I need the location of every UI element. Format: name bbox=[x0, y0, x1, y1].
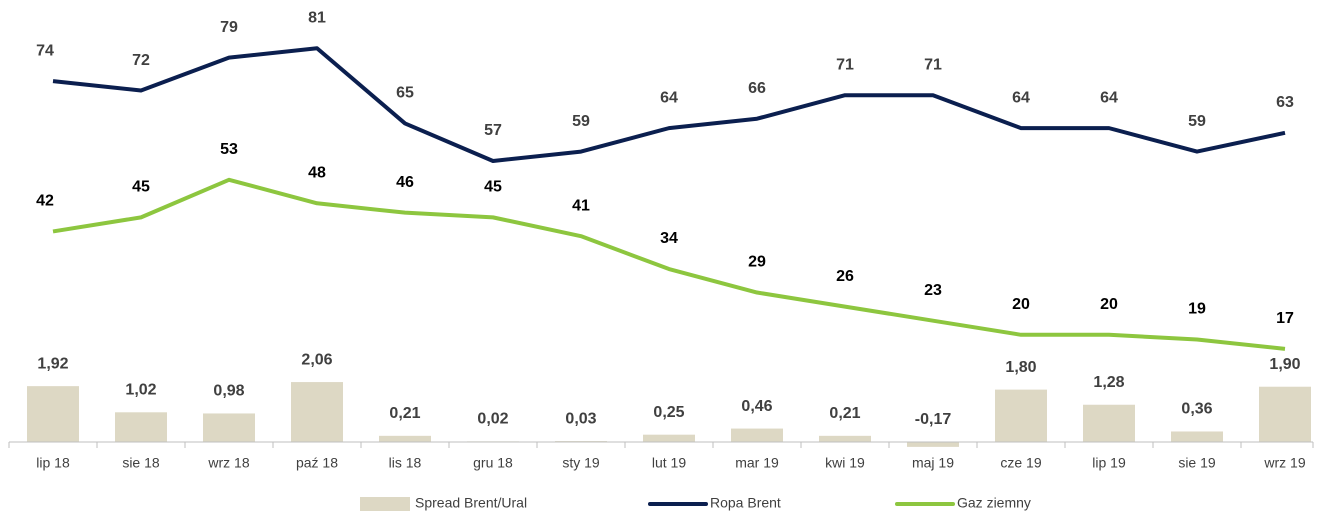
data-label: 42 bbox=[36, 193, 54, 210]
bar bbox=[819, 435, 871, 442]
data-label: 71 bbox=[924, 56, 942, 73]
data-label: 20 bbox=[1012, 296, 1030, 313]
data-label: 2,06 bbox=[301, 351, 332, 368]
line bbox=[52, 177, 1286, 351]
data-label: 0,03 bbox=[565, 410, 596, 427]
data-label: 59 bbox=[572, 113, 590, 130]
x-tick-label: sty 19 bbox=[562, 455, 600, 471]
data-label: 41 bbox=[572, 197, 590, 214]
data-label: 29 bbox=[748, 254, 766, 271]
data-label: 72 bbox=[132, 52, 150, 69]
data-label: 48 bbox=[308, 164, 326, 181]
legend-label: Ropa Brent bbox=[710, 495, 781, 511]
bar bbox=[379, 435, 431, 442]
bar bbox=[907, 441, 959, 447]
data-label: 0,02 bbox=[477, 411, 508, 428]
data-label: 79 bbox=[220, 19, 238, 36]
bar bbox=[1171, 431, 1223, 442]
x-tick-label: paź 18 bbox=[296, 455, 338, 471]
bar bbox=[643, 434, 695, 442]
x-tick-label: sie 19 bbox=[1178, 455, 1216, 471]
data-label: 65 bbox=[396, 85, 414, 102]
x-tick-label: kwi 19 bbox=[825, 455, 865, 471]
x-tick-label: sie 18 bbox=[122, 455, 160, 471]
x-tick-label: lut 19 bbox=[652, 455, 686, 471]
data-label: 71 bbox=[836, 56, 854, 73]
x-tick-label: mar 19 bbox=[735, 455, 779, 471]
data-label: 0,21 bbox=[389, 405, 420, 422]
x-tick-label: lis 18 bbox=[389, 455, 422, 471]
data-label: 23 bbox=[924, 282, 942, 299]
bar bbox=[27, 386, 79, 442]
x-tick-label: cze 19 bbox=[1000, 455, 1041, 471]
x-tick-label: wrz 18 bbox=[207, 455, 249, 471]
data-label: 17 bbox=[1276, 310, 1294, 327]
x-tick-label: lip 18 bbox=[36, 455, 70, 471]
data-label: 81 bbox=[308, 9, 326, 26]
x-tick-label: gru 18 bbox=[473, 455, 513, 471]
data-label: 63 bbox=[1276, 94, 1294, 111]
data-label: 45 bbox=[132, 179, 150, 196]
legend-label: Gaz ziemny bbox=[957, 495, 1031, 511]
data-label: 57 bbox=[484, 122, 502, 139]
data-label: 0,25 bbox=[653, 404, 684, 421]
x-tick-label: lip 19 bbox=[1092, 455, 1126, 471]
x-tick-label: wrz 19 bbox=[1263, 455, 1305, 471]
data-label: 0,36 bbox=[1181, 401, 1212, 418]
data-label: 74 bbox=[36, 42, 54, 59]
data-label: 64 bbox=[1012, 89, 1030, 106]
bar bbox=[1083, 404, 1135, 442]
bar bbox=[1259, 386, 1311, 442]
bar bbox=[203, 413, 255, 442]
data-label: 64 bbox=[660, 89, 678, 106]
data-label: 46 bbox=[396, 174, 414, 191]
data-label: 66 bbox=[748, 80, 766, 97]
data-label: 1,80 bbox=[1005, 359, 1036, 376]
data-label: 53 bbox=[220, 141, 238, 158]
data-label: 34 bbox=[660, 230, 678, 247]
data-label: 19 bbox=[1188, 301, 1206, 318]
data-label: 26 bbox=[836, 268, 854, 285]
data-label: 0,21 bbox=[829, 405, 860, 422]
legend-label: Spread Brent/Ural bbox=[415, 495, 527, 511]
data-label: 1,92 bbox=[37, 355, 68, 372]
bar bbox=[291, 382, 343, 442]
x-tick-label: maj 19 bbox=[912, 455, 954, 471]
data-label: -0,17 bbox=[915, 411, 952, 428]
bar bbox=[995, 389, 1047, 442]
data-label: 0,46 bbox=[741, 398, 772, 415]
data-label: 20 bbox=[1100, 296, 1118, 313]
data-label: 1,90 bbox=[1269, 356, 1300, 373]
line bbox=[52, 46, 1286, 163]
legend-swatch bbox=[360, 497, 410, 511]
data-label: 1,28 bbox=[1093, 374, 1124, 391]
bar bbox=[731, 428, 783, 442]
data-label: 64 bbox=[1100, 89, 1118, 106]
data-label: 45 bbox=[484, 179, 502, 196]
data-label: 59 bbox=[1188, 113, 1206, 130]
data-label: 1,02 bbox=[125, 382, 156, 399]
bar bbox=[115, 412, 167, 442]
data-label: 0,98 bbox=[213, 383, 244, 400]
